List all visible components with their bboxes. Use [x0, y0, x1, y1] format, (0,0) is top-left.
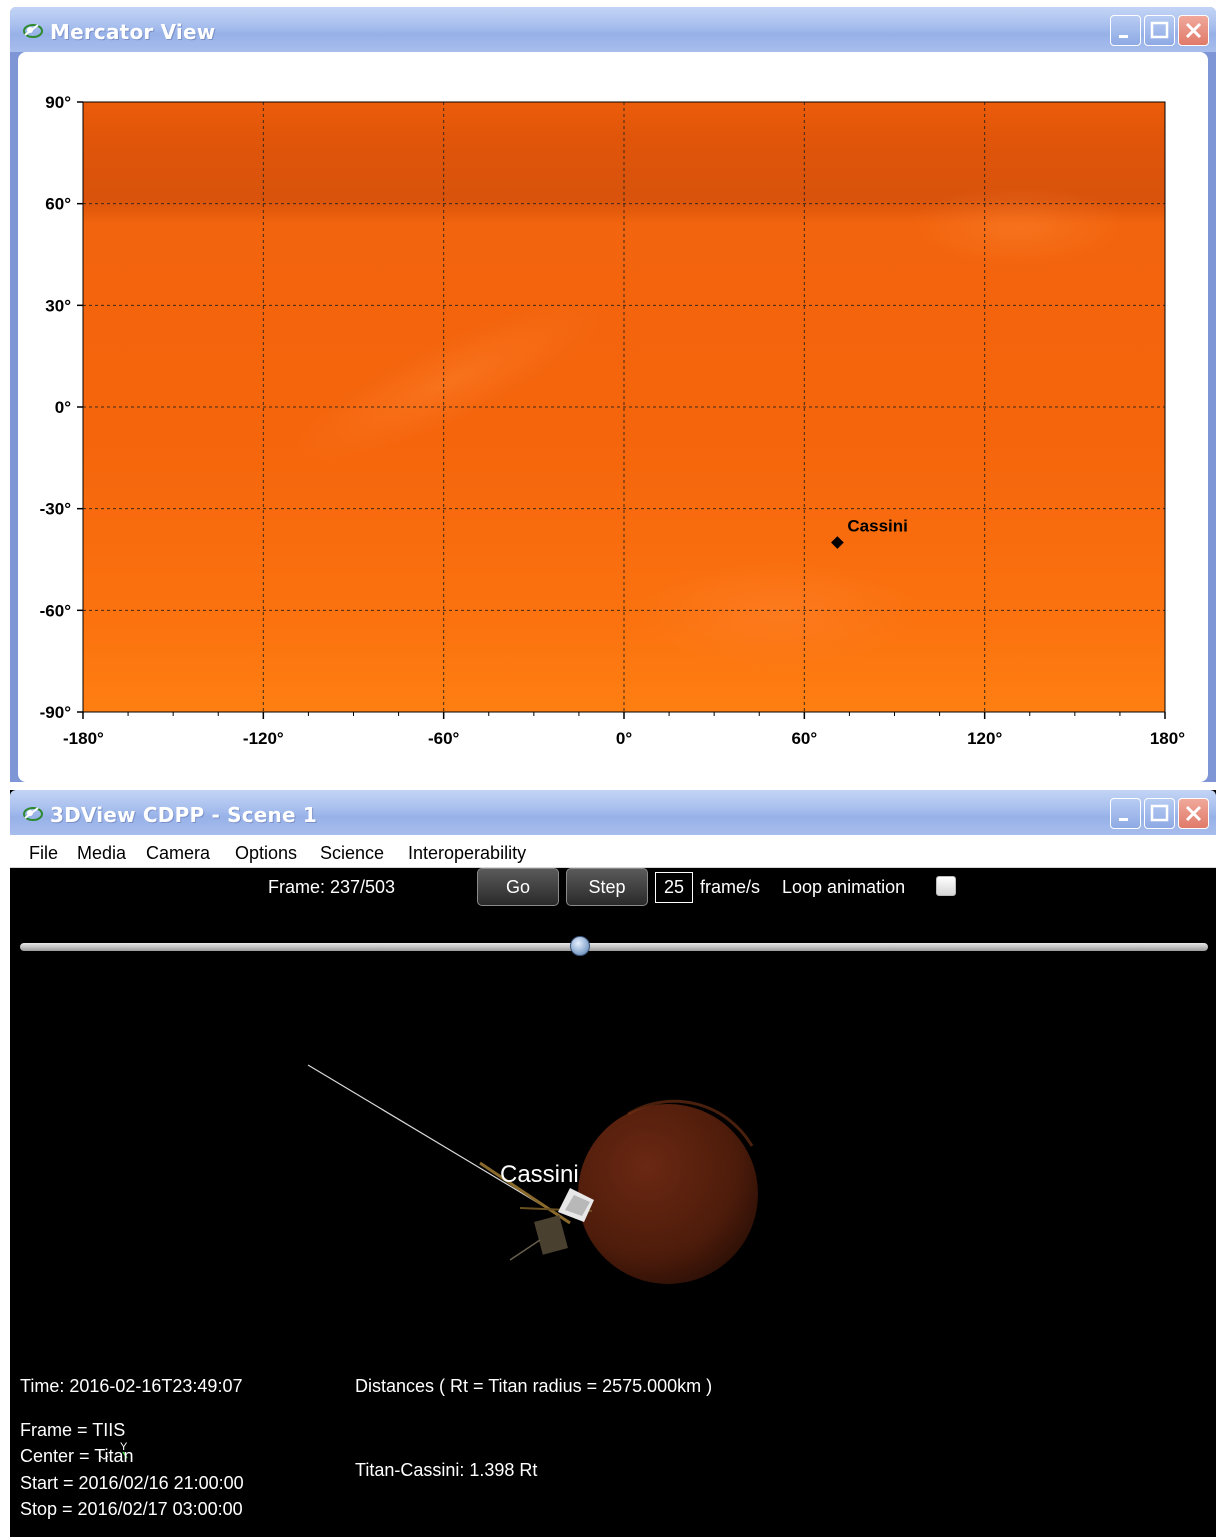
window-title: Mercator View — [50, 20, 216, 44]
view3d-window: 3DView CDPP - Scene 1 File Media Camera … — [10, 790, 1216, 1537]
cassini-3d-label: Cassini — [500, 1161, 579, 1188]
axis-y-label: Y — [120, 1441, 128, 1453]
close-button[interactable] — [1178, 15, 1209, 46]
mercator-map[interactable]: 90° 60° 30° 0° -30° -60° -90° -180° -120° -60° 0°… — [18, 52, 1208, 782]
lat-tick-label: 60° — [45, 195, 71, 214]
go-button[interactable]: Go — [477, 868, 559, 906]
axis-triad: Y — [99, 1441, 128, 1460]
3d-scene-render[interactable]: Cassini Y — [10, 868, 1216, 1537]
window-title: 3DView CDPP - Scene 1 — [50, 803, 318, 827]
start-readout: Start = 2016/02/16 21:00:00 — [20, 1473, 244, 1493]
map-grid — [83, 102, 1165, 712]
minimize-icon — [1119, 818, 1128, 821]
lat-tick-label: -30° — [40, 500, 72, 519]
lat-tick-label: 30° — [45, 296, 71, 315]
3d-scene-viewport[interactable]: Cassini Y Frame: 237/503 Go Step 25 fram… — [10, 868, 1216, 1537]
maximize-button[interactable] — [1144, 798, 1175, 829]
app-logo-icon — [23, 807, 43, 821]
minimize-button[interactable] — [1110, 798, 1141, 829]
lon-tick-label: 0° — [616, 729, 632, 748]
cassini-map-label: Cassini — [847, 517, 907, 536]
loop-animation-label: Loop animation — [782, 877, 906, 897]
lat-tick-label: -90° — [40, 703, 72, 722]
minimize-button[interactable] — [1110, 15, 1141, 46]
lon-tick-label: -60° — [428, 729, 460, 748]
app-logo-icon — [23, 24, 43, 38]
menu-options[interactable]: Options — [235, 843, 298, 863]
menu-file[interactable]: File — [29, 843, 59, 863]
maximize-button[interactable] — [1144, 15, 1175, 46]
mercator-window: Mercator View — [10, 7, 1216, 782]
close-button[interactable] — [1178, 798, 1209, 829]
lon-tick-label: 120° — [967, 729, 1002, 748]
lat-tick-label: 90° — [45, 93, 71, 112]
fps-input[interactable]: 25 — [655, 872, 693, 903]
cassini-trajectory-line — [307, 1064, 556, 1214]
frame-readout: Frame = TIIS — [20, 1420, 126, 1440]
view3d-titlebar[interactable]: 3DView CDPP - Scene 1 — [10, 790, 1216, 835]
lat-tick-label: -60° — [40, 601, 72, 620]
close-icon — [1185, 805, 1202, 822]
titan-planet[interactable] — [578, 1104, 758, 1284]
lon-tick-label: 60° — [791, 729, 817, 748]
lon-tick-label: -120° — [243, 729, 284, 748]
menu-bar: File Media Camera Options Science Intero… — [10, 835, 1216, 868]
lat-tick-label: 0° — [55, 398, 71, 417]
close-icon — [1185, 22, 1202, 39]
step-button[interactable]: Step — [566, 868, 648, 906]
lon-tick-label: 180° — [1150, 729, 1185, 748]
menu-interoperability[interactable]: Interoperability — [408, 843, 527, 863]
menu-media[interactable]: Media — [77, 843, 127, 863]
map-axis-ticks — [77, 101, 1166, 719]
map-terrain-feature — [293, 301, 603, 463]
center-readout: Center = Titan — [20, 1446, 134, 1466]
frame-slider[interactable] — [20, 943, 1208, 951]
frame-counter: Frame: 237/503 — [268, 877, 396, 897]
mercator-canvas[interactable]: 90° 60° 30° 0° -30° -60° -90° -180° -120° -60° 0°… — [18, 52, 1208, 782]
stop-readout: Stop = 2016/02/17 03:00:00 — [20, 1499, 243, 1519]
menu-camera[interactable]: Camera — [146, 843, 211, 863]
latitude-labels: 90° 60° 30° 0° -30° -60° -90° — [40, 93, 72, 722]
lon-tick-label: -180° — [63, 729, 104, 748]
time-readout: Time: 2016-02-16T23:49:07 — [20, 1376, 243, 1396]
mercator-titlebar[interactable]: Mercator View — [10, 7, 1216, 52]
loop-animation-checkbox[interactable] — [936, 876, 956, 896]
cassini-spacecraft-model[interactable] — [479, 1161, 594, 1261]
distances-header: Distances ( Rt = Titan radius = 2575.000… — [355, 1376, 713, 1396]
distance-value: Titan-Cassini: 1.398 Rt — [355, 1460, 538, 1480]
frame-slider-thumb[interactable] — [569, 936, 590, 956]
maximize-icon — [1150, 804, 1169, 822]
minimize-icon — [1119, 35, 1128, 38]
map-terrain-feature — [908, 187, 1128, 267]
maximize-icon — [1150, 21, 1169, 39]
fps-label: frame/s — [700, 877, 761, 897]
menu-science[interactable]: Science — [320, 843, 385, 863]
longitude-labels: -180° -120° -60° 0° 60° 120° 180° — [63, 729, 1185, 748]
axis-x-mark — [99, 1455, 109, 1460]
map-terrain-feature — [638, 557, 918, 667]
titan-limb-highlight — [627, 1099, 754, 1147]
map-border — [82, 101, 1166, 713]
